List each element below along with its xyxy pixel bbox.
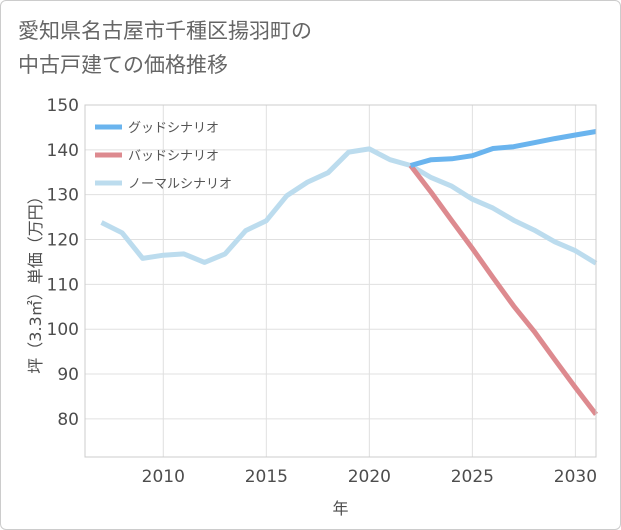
plot-area [84,104,597,458]
y-tick-label: 120 [47,231,79,251]
x-tick-label: 2030 [554,467,597,487]
chart-title-line-1: 愛知県名古屋市千種区揚羽町の [18,19,312,43]
legend-label-2: ノーマルシナリオ [128,177,232,192]
chart-title: 愛知県名古屋市千種区揚羽町の 中古戸建ての価格推移 [18,14,578,82]
y-tick-label: 150 [47,96,79,116]
x-tick-label: 2020 [348,467,391,487]
axes: 80 90 100 110 120 130 140 150 2010 2015 2020 2025 20… [47,96,597,487]
series-line-1 [408,163,598,416]
y-tick-label: 80 [57,410,79,430]
y-tick-label: 110 [47,275,79,295]
series-line-0 [409,129,597,168]
y-tick-label: 140 [47,141,79,161]
y-axis-label: 坪（3.3㎡）単価（万円） [26,188,45,373]
x-tick-label: 2010 [142,467,185,487]
series-line-2 [100,146,598,266]
x-tick-label: 2015 [245,467,288,487]
x-axis-label: 年 [332,499,348,518]
series-lines [100,129,598,416]
x-tick-label: 2025 [451,467,494,487]
chart-title-line-2: 中古戸建ての価格推移 [18,53,228,77]
y-tick-label: 90 [57,365,79,385]
legend-label-1: バッドシナリオ [128,149,219,164]
legend-label-0: グッドシナリオ [128,121,219,136]
y-tick-label: 130 [47,186,79,206]
y-tick-label: 100 [47,320,79,340]
